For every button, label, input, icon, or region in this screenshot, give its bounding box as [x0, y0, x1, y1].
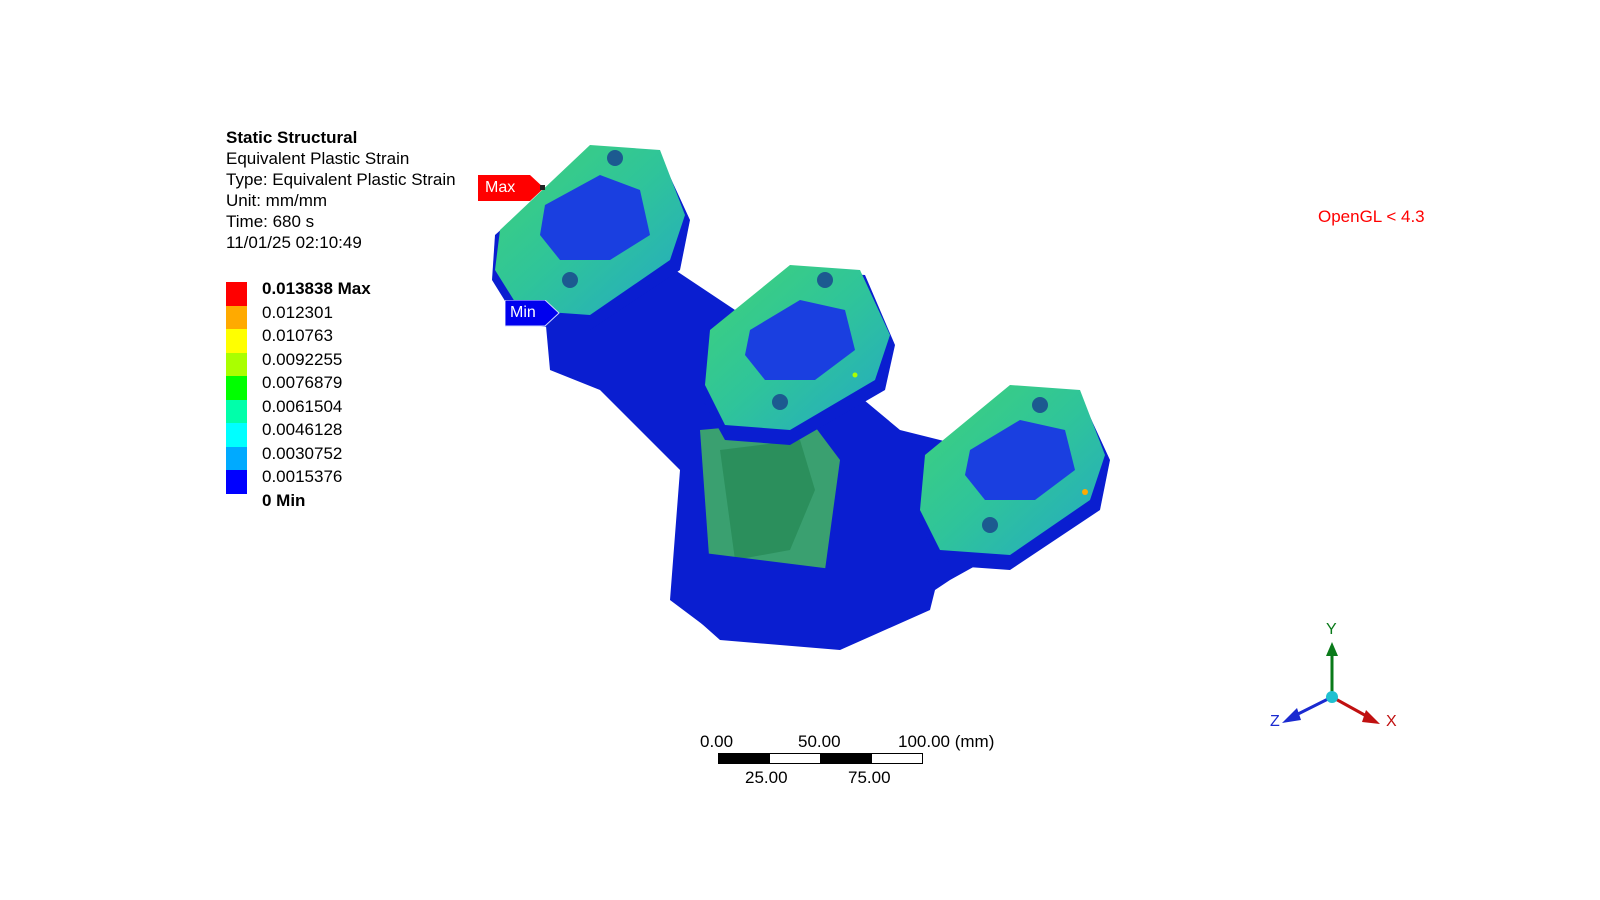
scale-segment	[820, 753, 872, 764]
legend-label-max: 0.013838 Max	[262, 279, 371, 298]
legend-swatch-2	[226, 305, 247, 329]
scale-bar: 0.00 50.00 100.00 (mm) 25.00 75.00	[700, 732, 1020, 792]
legend-label-min: 0 Min	[262, 490, 306, 510]
legend-swatch-1	[226, 282, 247, 306]
result-info: Static Structural Equivalent Plastic Str…	[226, 127, 456, 253]
scale-label: 100.00 (mm)	[898, 732, 995, 751]
max-tag-shape	[478, 175, 544, 201]
bolt-hole	[562, 272, 578, 288]
z-axis-arrow	[1282, 708, 1301, 723]
result-unit: Unit: mm/mm	[226, 191, 328, 210]
y-axis-label: Y	[1326, 621, 1337, 638]
x-axis-line	[1331, 695, 1371, 720]
legend-swatch-3	[226, 329, 247, 353]
scale-segment	[769, 753, 821, 764]
coordinate-triad[interactable]: Y X Z	[1262, 621, 1422, 758]
scale-segment	[871, 753, 923, 764]
strain-hotspot	[1082, 489, 1088, 495]
bolt-hole	[1032, 397, 1048, 413]
max-probe-tag[interactable]	[478, 175, 548, 203]
legend-swatch-7	[226, 423, 247, 447]
result-timestamp: 11/01/25 02:10:49	[226, 233, 362, 252]
result-time: Time: 680 s	[226, 212, 315, 231]
scale-label: 0.00	[700, 732, 734, 751]
legend-swatch-5	[226, 376, 247, 400]
analysis-title: Static Structural	[226, 128, 358, 147]
port-left	[540, 175, 650, 260]
max-tag-label: Max	[485, 179, 516, 196]
legend-swatch-6	[226, 399, 247, 423]
result-name: Equivalent Plastic Strain	[226, 149, 410, 168]
legend-label: 0.0015376	[262, 467, 343, 486]
min-tag-shape	[505, 300, 560, 327]
legend-swatch-8	[226, 446, 247, 470]
base-flange	[675, 550, 940, 650]
port-right	[965, 420, 1075, 500]
triad-origin	[1326, 691, 1338, 703]
legend-label: 0.0030752	[262, 443, 343, 463]
scale-label: 25.00	[745, 768, 788, 787]
legend-swatch-4	[226, 352, 247, 376]
min-tag-label: Min	[510, 304, 536, 321]
z-axis-label: Z	[1270, 713, 1280, 730]
x-axis-arrow	[1362, 710, 1380, 724]
result-type: Type: Equivalent Plastic Strain	[226, 170, 456, 189]
min-probe-tag[interactable]	[505, 300, 561, 328]
legend-label: 0.0046128	[262, 420, 343, 439]
bolt-hole	[817, 272, 833, 288]
port-middle	[745, 300, 855, 380]
legend-swatch-9	[226, 470, 247, 494]
x-axis-label: X	[1386, 713, 1397, 730]
opengl-notice: OpenGL < 4.3	[1318, 207, 1425, 226]
max-probe-point	[540, 185, 545, 190]
scale-label: 75.00	[848, 768, 891, 787]
bolt-hole	[607, 150, 623, 166]
scale-segment	[718, 753, 770, 764]
z-axis-line	[1293, 695, 1333, 718]
legend-label: 0.0076879	[262, 373, 343, 392]
legend-label: 0.0092255	[262, 349, 343, 369]
scale-label: 50.00	[798, 732, 841, 751]
bolt-hole	[772, 394, 788, 410]
collector-strain-core	[720, 440, 815, 560]
legend-label: 0.0061504	[262, 396, 343, 416]
legend-label: 0.012301	[262, 302, 333, 322]
strain-hotspot	[852, 372, 858, 378]
y-axis-arrow	[1326, 642, 1338, 656]
triad-axes	[1282, 642, 1380, 724]
legend-label: 0.010763	[262, 326, 333, 345]
exhaust-manifold-model[interactable]	[480, 130, 1160, 670]
bolt-hole	[982, 517, 998, 533]
